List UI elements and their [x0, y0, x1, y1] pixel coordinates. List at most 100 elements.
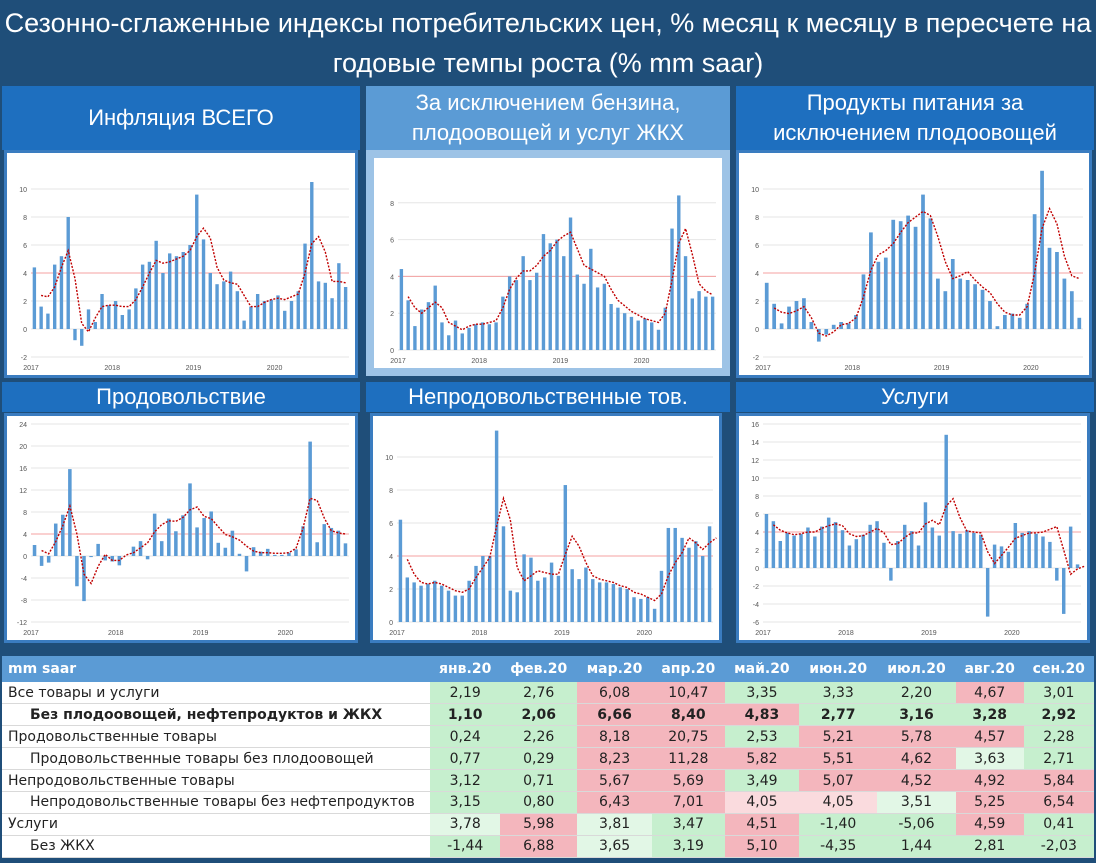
x-tick-label: 2018	[104, 365, 120, 372]
table-row: Услуги 3,78 5,98 3,81 3,47 4,51 -1,40 -5,06 4,59…	[2, 813, 1094, 836]
y-tick-label: 12	[751, 458, 759, 465]
y-tick-label: 8	[755, 494, 759, 501]
bar	[889, 568, 893, 581]
bar	[794, 301, 799, 329]
moving-average-line	[772, 497, 1085, 576]
bar	[831, 324, 836, 329]
y-tick-label: 4	[755, 271, 759, 278]
col-header: янв.20	[430, 656, 501, 682]
bar	[269, 299, 273, 329]
bar	[433, 285, 437, 350]
bar	[556, 575, 561, 622]
bar	[426, 302, 431, 350]
chart-panel-core[interactable]: 0 2 4 6 8 2017 2018 2019 2020	[366, 150, 730, 376]
y-tick-label: -8	[21, 598, 27, 605]
bar	[39, 556, 44, 566]
bar	[289, 301, 294, 329]
bar	[426, 584, 430, 622]
bar	[433, 580, 437, 622]
bar	[589, 248, 593, 350]
bar	[809, 322, 814, 329]
bar	[687, 547, 691, 622]
bar	[419, 309, 424, 350]
bar	[683, 256, 688, 350]
bar	[792, 535, 796, 568]
bar	[799, 533, 803, 568]
table-cell: 0,41	[1023, 813, 1094, 836]
bar	[82, 556, 86, 602]
y-tick-label: -4	[753, 602, 759, 609]
table-cell: 2,92	[1023, 703, 1094, 727]
bar	[958, 278, 963, 329]
table-cell: 3,12	[430, 769, 501, 792]
y-tick-label: 6	[23, 243, 27, 250]
bar	[61, 514, 65, 556]
bar	[854, 539, 859, 568]
y-tick-label: 2	[390, 311, 394, 318]
table-cell: 5,25	[955, 791, 1024, 814]
y-tick-label: 24	[19, 422, 27, 429]
bar	[1025, 303, 1030, 329]
table-cell: 5,84	[1023, 769, 1094, 792]
bar	[308, 441, 312, 556]
bar	[666, 527, 671, 622]
bar	[467, 580, 471, 622]
y-tick-label: 20	[19, 444, 27, 451]
bar	[474, 565, 478, 622]
panel-heading-food: Продовольствие	[2, 382, 360, 412]
bar	[582, 283, 586, 350]
bar	[992, 544, 997, 568]
table-cell: 0,29	[500, 747, 578, 771]
table-cell: 5,69	[652, 769, 725, 792]
bar	[707, 526, 712, 622]
bar	[840, 530, 845, 568]
panel-heading-core: За исключением бензина, плодоовощей и ус…	[366, 86, 730, 150]
bar	[1040, 170, 1044, 329]
row-label: Услуги	[2, 813, 430, 836]
bar	[159, 541, 164, 556]
panel-heading-total: Инфляция ВСЕГО	[2, 86, 360, 150]
bar	[813, 536, 817, 568]
chart-core: 0 2 4 6 8 2017 2018 2019 2020	[390, 195, 716, 365]
bar	[1020, 532, 1024, 568]
bar	[453, 320, 458, 350]
bar	[103, 556, 107, 561]
table-cell: 3,78	[430, 813, 501, 836]
x-tick-label: 2017	[390, 358, 406, 365]
col-header: авг.20	[955, 656, 1024, 682]
bar	[242, 320, 246, 329]
x-tick-label: 2017	[755, 365, 771, 372]
table-cell: -4,35	[799, 835, 878, 858]
bar	[303, 243, 307, 329]
bar	[283, 310, 287, 329]
table-cell: 3,33	[799, 682, 878, 705]
moving-average-line	[41, 497, 346, 585]
chart-services: -6 -4 -2 0 2 4 6 8 10 12 14 16 2017 2018 2019 2020	[751, 422, 1085, 637]
bar	[535, 272, 539, 350]
bar	[255, 294, 260, 329]
x-tick-label: 2018	[845, 365, 861, 372]
bar	[778, 541, 783, 568]
x-tick-label: 2020	[634, 358, 650, 365]
table-cell: 6,43	[577, 791, 653, 814]
bar	[1068, 526, 1073, 568]
bar	[980, 289, 985, 329]
row-label: Без плодоовощей, нефтепродуктов и ЖКХ	[2, 703, 430, 727]
table-cell: -2,03	[1023, 835, 1094, 858]
bar	[188, 483, 192, 556]
bar	[536, 580, 540, 622]
bar	[771, 521, 776, 568]
bar	[481, 556, 485, 622]
bar	[704, 296, 708, 350]
bar	[629, 316, 634, 350]
table-cell: -1,40	[799, 813, 878, 836]
row-label: Все товары и услуги	[2, 682, 430, 705]
bar	[595, 287, 600, 350]
bar	[943, 291, 948, 329]
bar	[343, 543, 348, 556]
y-tick-label: 4	[23, 271, 27, 278]
bar	[1055, 252, 1059, 329]
table-cell: 5,07	[799, 769, 878, 792]
bar	[316, 281, 321, 329]
table-cell: 3,35	[724, 682, 800, 705]
